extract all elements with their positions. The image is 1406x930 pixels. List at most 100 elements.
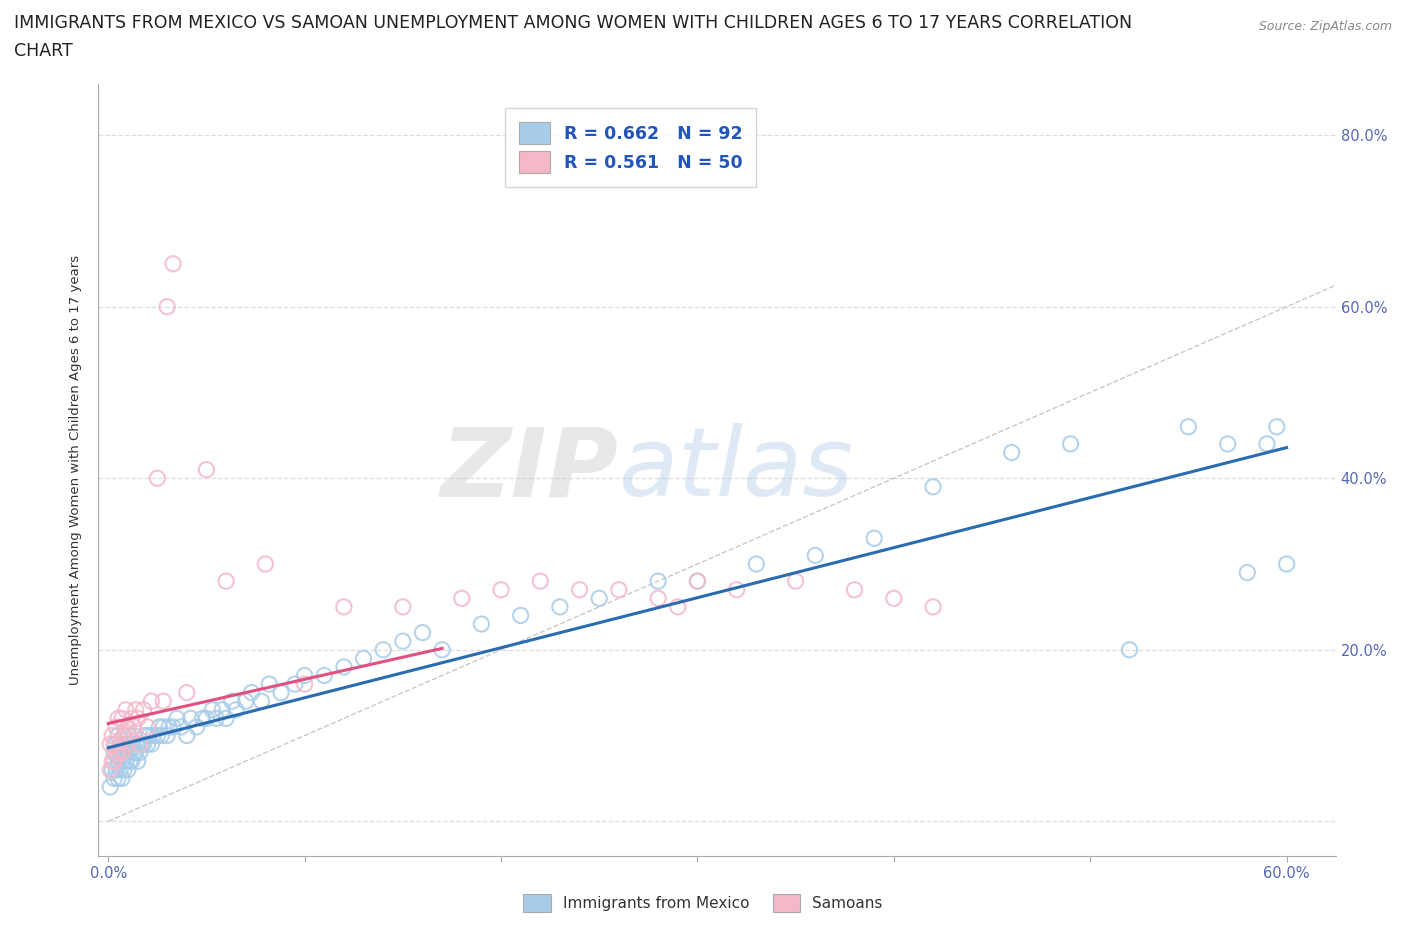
Point: [1059, 436, 1081, 451]
Point: [1216, 436, 1239, 451]
Point: [111, 771, 134, 786]
Point: [112, 745, 135, 760]
Point: [1177, 419, 1199, 434]
Legend: R = 0.662   N = 92, R = 0.561   N = 50: R = 0.662 N = 92, R = 0.561 N = 50: [505, 108, 756, 187]
Point: [392, 633, 415, 648]
Point: [98, 763, 121, 777]
Point: [125, 702, 148, 717]
Point: [127, 737, 149, 751]
Point: [112, 763, 135, 777]
Point: [804, 548, 827, 563]
Point: [162, 257, 184, 272]
Point: [373, 643, 395, 658]
Point: [103, 771, 125, 786]
Point: [922, 479, 945, 494]
Point: [152, 720, 174, 735]
Point: [107, 745, 129, 760]
Point: [112, 728, 135, 743]
Point: [152, 694, 174, 709]
Point: [392, 600, 415, 615]
Point: [170, 720, 193, 735]
Point: [745, 556, 768, 571]
Point: [607, 582, 630, 597]
Point: [136, 737, 159, 751]
Point: [844, 582, 866, 597]
Point: [240, 685, 263, 700]
Point: [146, 471, 169, 485]
Point: [115, 702, 138, 717]
Point: [108, 745, 131, 760]
Point: [121, 737, 143, 751]
Point: [138, 728, 160, 743]
Text: atlas: atlas: [619, 423, 853, 516]
Point: [785, 574, 807, 589]
Point: [135, 728, 157, 743]
Point: [333, 600, 356, 615]
Point: [191, 711, 214, 725]
Point: [863, 531, 886, 546]
Point: [647, 591, 669, 605]
Point: [1236, 565, 1258, 580]
Point: [141, 737, 163, 751]
Point: [1118, 643, 1140, 658]
Point: [122, 720, 145, 735]
Point: [548, 600, 571, 615]
Point: [225, 702, 247, 717]
Point: [107, 754, 129, 769]
Point: [103, 737, 125, 751]
Point: [117, 763, 139, 777]
Point: [142, 728, 165, 743]
Point: [121, 754, 143, 769]
Point: [686, 574, 709, 589]
Point: [195, 711, 218, 725]
Point: [136, 720, 159, 735]
Point: [333, 659, 356, 674]
Point: [162, 720, 184, 735]
Point: [146, 728, 169, 743]
Point: [666, 600, 689, 615]
Point: [103, 754, 125, 769]
Legend: Immigrants from Mexico, Samoans: Immigrants from Mexico, Samoans: [517, 888, 889, 918]
Point: [568, 582, 591, 597]
Point: [922, 600, 945, 615]
Point: [105, 745, 128, 760]
Point: [111, 711, 134, 725]
Point: [118, 754, 141, 769]
Point: [529, 574, 551, 589]
Point: [127, 711, 149, 725]
Point: [107, 728, 129, 743]
Point: [125, 745, 148, 760]
Point: [101, 728, 124, 743]
Point: [101, 754, 124, 769]
Point: [111, 754, 134, 769]
Point: [141, 694, 163, 709]
Point: [470, 617, 492, 631]
Point: [105, 737, 128, 751]
Text: CHART: CHART: [14, 42, 73, 60]
Point: [118, 737, 141, 751]
Point: [725, 582, 748, 597]
Point: [150, 728, 173, 743]
Point: [270, 685, 292, 700]
Point: [157, 720, 180, 735]
Point: [205, 711, 228, 725]
Point: [128, 737, 150, 751]
Point: [186, 720, 208, 735]
Point: [215, 574, 238, 589]
Point: [284, 677, 307, 692]
Point: [450, 591, 472, 605]
Point: [98, 779, 121, 794]
Y-axis label: Unemployment Among Women with Children Ages 6 to 17 years: Unemployment Among Women with Children A…: [69, 255, 83, 684]
Point: [176, 685, 198, 700]
Point: [411, 625, 433, 640]
Point: [235, 694, 257, 709]
Point: [108, 763, 131, 777]
Point: [201, 702, 224, 717]
Point: [647, 574, 669, 589]
Point: [1001, 445, 1024, 460]
Point: [314, 668, 336, 683]
Point: [1256, 436, 1278, 451]
Point: [294, 668, 316, 683]
Point: [259, 677, 281, 692]
Point: [103, 745, 125, 760]
